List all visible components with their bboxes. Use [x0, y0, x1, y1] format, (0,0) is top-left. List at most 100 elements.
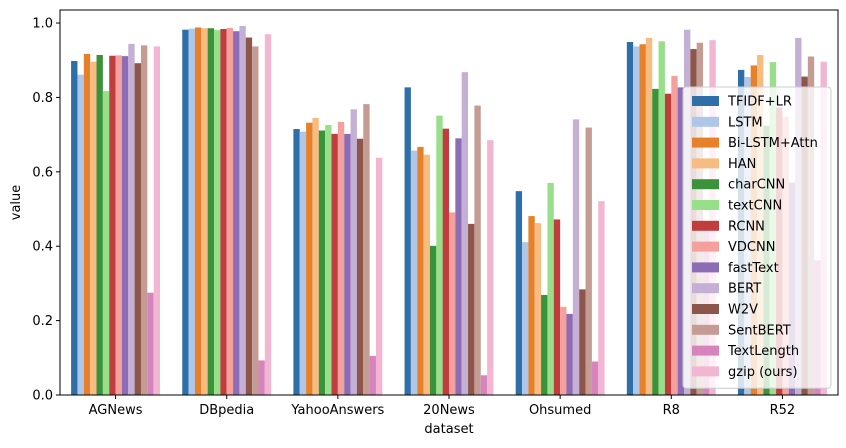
legend-swatch [692, 283, 719, 294]
bar-dbpedia-lstm [188, 28, 195, 395]
legend-swatch [692, 220, 719, 231]
x-tick-label: AGNews [89, 403, 143, 418]
bar-20news-vdcnn [449, 212, 456, 395]
bar-agnews-tfidf-lr [71, 60, 78, 396]
bar-dbpedia-gzip-ours [264, 34, 272, 396]
legend-label: Bi-LSTM+Attn [728, 136, 818, 151]
legend-swatch [692, 324, 719, 335]
bar-r8-rcnn [664, 93, 672, 395]
bar-agnews-textcnn [102, 91, 110, 395]
y-tick-label: 0.6 [32, 165, 53, 180]
bar-yahooanswers-lstm [299, 131, 307, 395]
bar-dbpedia-charcnn [207, 28, 215, 395]
bar-ohsumed-textcnn [547, 182, 554, 395]
bar-dbpedia-rcnn [220, 28, 227, 395]
bar-ohsumed-lstm [522, 242, 529, 395]
legend-label: textCNN [728, 199, 782, 214]
bar-20news-textlength [480, 375, 488, 395]
x-axis: AGNews DBpedia YahooAnswers 20News Ohsumed R8… [89, 395, 796, 418]
bar-yahooanswers-charcnn [318, 130, 326, 395]
bar-yahooanswers-textcnn [325, 124, 332, 395]
bar-20news-bi-lstm-attn [417, 146, 424, 395]
bar-ohsumed-han [534, 223, 542, 395]
bar-yahooanswers-rcnn [331, 133, 338, 395]
bar-ohsumed-w2v [579, 289, 586, 395]
bar-20news-sentbert [474, 105, 481, 395]
bar-dbpedia-bi-lstm-attn [194, 27, 202, 395]
legend: TFIDF+LR LSTM Bi-LSTM+Attn HAN charCNN textCN… [682, 86, 832, 389]
bar-ohsumed-bert [572, 119, 580, 396]
bar-yahooanswers-bert [350, 109, 357, 395]
bar-r8-bi-lstm-attn [639, 44, 646, 395]
bar-dbpedia-fasttext [233, 31, 240, 395]
legend-swatch [692, 96, 719, 106]
x-tick-label: YahooAnswers [290, 403, 384, 418]
x-axis-label: dataset [424, 422, 473, 437]
legend-label: fastText [728, 261, 779, 276]
bar-dbpedia-han [201, 28, 208, 395]
bar-yahooanswers-han [312, 117, 319, 396]
bar-ohsumed-rcnn [553, 219, 561, 395]
bar-agnews-vdcnn [115, 55, 122, 395]
legend-frame [682, 86, 832, 389]
legend-label: SentBERT [728, 323, 791, 338]
bar-agnews-textlength [147, 292, 154, 395]
bar-agnews-w2v [134, 63, 141, 395]
y-axis-label: value [9, 185, 24, 221]
y-tick-label: 0.8 [32, 91, 53, 106]
legend-swatch [692, 200, 719, 210]
bar-agnews-lstm [77, 74, 84, 395]
bar-r8-vdcnn [671, 75, 678, 395]
legend-swatch [692, 158, 719, 169]
x-tick-label: R8 [663, 403, 680, 418]
y-axis: 0.0 0.2 0.4 0.6 0.8 1.0 [32, 17, 60, 404]
bar-agnews-han [90, 61, 97, 396]
legend-label: charCNN [728, 178, 785, 193]
x-tick-label: DBpedia [199, 403, 254, 418]
bar-agnews-bert [128, 43, 135, 395]
x-tick-label: 20News [423, 403, 475, 418]
bar-yahooanswers-w2v [356, 138, 364, 395]
legend-swatch [692, 304, 719, 314]
bar-dbpedia-textlength [258, 360, 265, 395]
bar-r8-lstm [633, 46, 640, 395]
bar-20news-w2v [468, 223, 475, 395]
bar-r8-han [645, 37, 653, 396]
legend-swatch [692, 366, 719, 377]
bar-r8-tfidf-lr [626, 41, 634, 396]
bar-20news-rcnn [442, 128, 449, 395]
bar-20news-gzip-ours [487, 140, 494, 395]
bar-yahooanswers-vdcnn [337, 121, 345, 395]
bar-r8-charcnn [652, 88, 659, 396]
bar-r8-textcnn [658, 41, 665, 395]
bar-yahooanswers-tfidf-lr [293, 129, 300, 395]
bar-yahooanswers-gzip-ours [375, 157, 383, 395]
bar-agnews-rcnn [109, 55, 116, 395]
bar-dbpedia-sentbert [252, 46, 259, 395]
bar-20news-tfidf-lr [404, 87, 411, 396]
bar-yahooanswers-bi-lstm-attn [306, 122, 313, 396]
bar-agnews-fasttext [121, 56, 129, 395]
bar-20news-charcnn [429, 245, 437, 395]
bar-ohsumed-vdcnn [560, 306, 567, 395]
legend-swatch [692, 262, 719, 273]
y-tick-label: 0.0 [32, 389, 53, 404]
bar-yahooanswers-sentbert [363, 104, 370, 396]
legend-label: TextLength [727, 344, 799, 359]
bar-ohsumed-fasttext [566, 313, 573, 395]
legend-swatch [692, 116, 719, 127]
x-tick-label: R52 [770, 403, 796, 418]
bar-20news-han [423, 154, 430, 395]
bar-ohsumed-charcnn [541, 294, 548, 395]
bar-ohsumed-tfidf-lr [515, 191, 523, 395]
legend-swatch [692, 345, 719, 356]
bar-yahooanswers-textlength [369, 355, 376, 395]
bar-20news-bert [461, 72, 469, 396]
legend-label: BERT [728, 282, 761, 297]
x-tick-label: Ohsumed [529, 403, 591, 418]
bar-yahooanswers-fasttext [344, 133, 351, 395]
bar-dbpedia-vdcnn [226, 27, 234, 396]
legend-swatch [692, 241, 719, 252]
legend-label: gzip (ours) [728, 365, 798, 380]
